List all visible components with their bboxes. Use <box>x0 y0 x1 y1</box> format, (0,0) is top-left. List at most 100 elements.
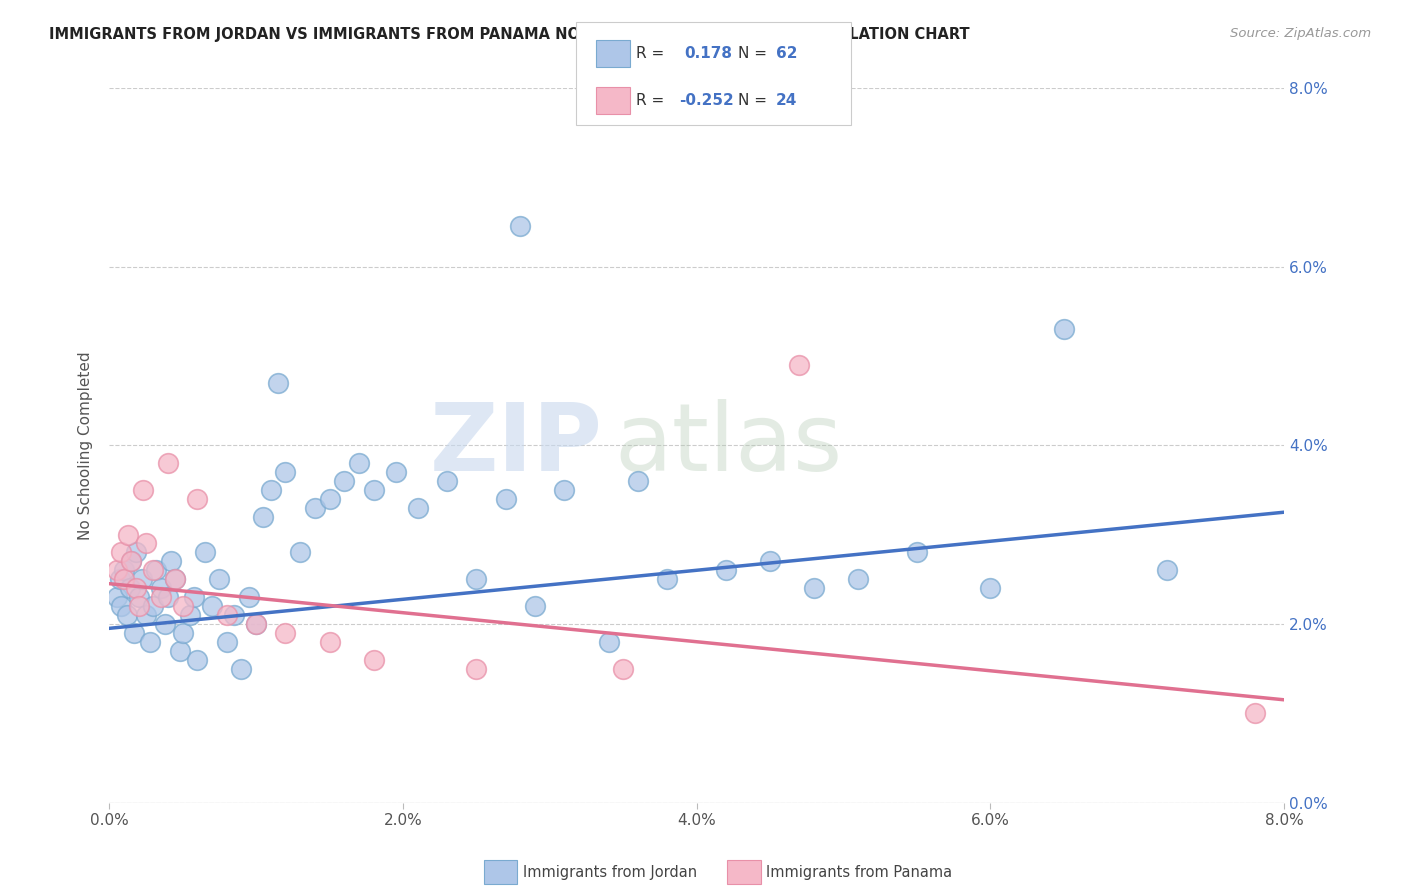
Point <box>288 545 311 559</box>
Point <box>509 219 531 234</box>
Point <box>789 358 811 372</box>
Text: R =: R = <box>636 94 664 108</box>
Point <box>186 652 208 666</box>
Text: Source: ZipAtlas.com: Source: ZipAtlas.com <box>1230 27 1371 40</box>
Text: N =: N = <box>738 94 768 108</box>
Point <box>803 581 825 595</box>
Point <box>124 545 146 559</box>
Point <box>142 599 165 613</box>
Point <box>117 527 139 541</box>
Text: -0.252: -0.252 <box>679 94 734 108</box>
Point <box>627 474 650 488</box>
Point <box>436 474 458 488</box>
Point <box>495 491 517 506</box>
Point <box>139 634 162 648</box>
Point <box>165 572 187 586</box>
Text: atlas: atlas <box>614 400 842 491</box>
Point <box>553 483 575 497</box>
Point <box>612 661 634 675</box>
Point <box>156 590 179 604</box>
Point <box>252 509 274 524</box>
Point <box>979 581 1001 595</box>
Point <box>110 599 132 613</box>
Point <box>128 599 150 613</box>
Point <box>1243 706 1265 721</box>
Point <box>1053 322 1076 336</box>
Point <box>274 465 297 479</box>
Point <box>131 572 153 586</box>
Point <box>179 607 201 622</box>
Point <box>222 607 245 622</box>
Point <box>1156 563 1178 577</box>
Point <box>112 563 135 577</box>
Point <box>105 563 128 577</box>
Point <box>118 581 141 595</box>
Point <box>363 652 385 666</box>
Point <box>465 572 488 586</box>
Point <box>145 563 167 577</box>
Point <box>406 500 429 515</box>
Point <box>183 590 205 604</box>
Y-axis label: No Schooling Completed: No Schooling Completed <box>79 351 93 540</box>
Point <box>128 590 150 604</box>
Point <box>333 474 356 488</box>
Point <box>245 616 267 631</box>
Point <box>120 554 142 568</box>
Text: 0.178: 0.178 <box>685 46 733 61</box>
Point <box>201 599 224 613</box>
Point <box>105 590 128 604</box>
Point <box>172 599 194 613</box>
Point <box>120 554 142 568</box>
Point <box>156 456 179 470</box>
Point <box>165 572 187 586</box>
Point <box>108 572 131 586</box>
Point <box>363 483 385 497</box>
Point <box>759 554 782 568</box>
Point <box>194 545 217 559</box>
Point <box>124 581 146 595</box>
Point <box>274 625 297 640</box>
Point <box>112 572 135 586</box>
Point <box>160 554 183 568</box>
Point <box>384 465 406 479</box>
Point <box>110 545 132 559</box>
Point <box>122 625 145 640</box>
Point <box>215 607 238 622</box>
Text: 62: 62 <box>776 46 797 61</box>
Point <box>714 563 737 577</box>
Text: IMMIGRANTS FROM JORDAN VS IMMIGRANTS FROM PANAMA NO SCHOOLING COMPLETED CORRELAT: IMMIGRANTS FROM JORDAN VS IMMIGRANTS FRO… <box>49 27 970 42</box>
Point <box>465 661 488 675</box>
Point <box>153 616 176 631</box>
Point <box>318 634 340 648</box>
Point <box>215 634 238 648</box>
Point <box>238 590 260 604</box>
Point <box>172 625 194 640</box>
Text: 24: 24 <box>776 94 797 108</box>
Point <box>304 500 326 515</box>
Point <box>169 643 191 657</box>
Point <box>142 563 165 577</box>
Point <box>135 536 157 550</box>
Point <box>135 607 157 622</box>
Text: ZIP: ZIP <box>430 400 603 491</box>
Point <box>115 607 138 622</box>
Text: Immigrants from Jordan: Immigrants from Jordan <box>523 865 697 880</box>
Point <box>260 483 283 497</box>
Point <box>186 491 208 506</box>
Point <box>245 616 267 631</box>
Point <box>905 545 928 559</box>
Point <box>598 634 620 648</box>
Text: R =: R = <box>636 46 664 61</box>
Point <box>149 590 172 604</box>
Point <box>149 581 172 595</box>
Point <box>657 572 679 586</box>
Point <box>231 661 253 675</box>
Text: Immigrants from Panama: Immigrants from Panama <box>766 865 952 880</box>
Point <box>318 491 340 506</box>
Point <box>846 572 869 586</box>
Text: N =: N = <box>738 46 768 61</box>
Point <box>267 376 290 390</box>
Point <box>208 572 231 586</box>
Point <box>347 456 370 470</box>
Point <box>132 483 155 497</box>
